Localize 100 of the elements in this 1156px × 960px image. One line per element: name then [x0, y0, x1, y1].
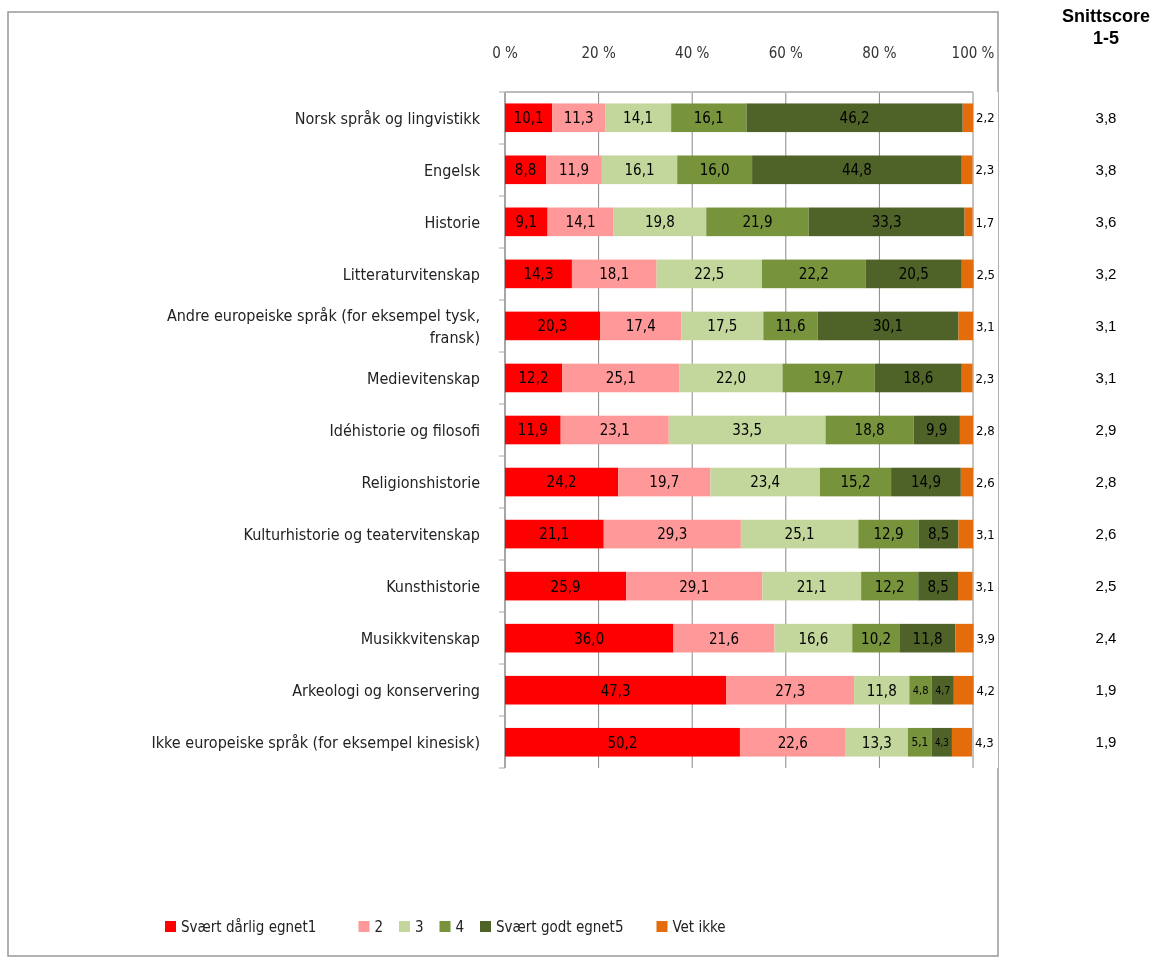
bar: [605, 103, 672, 133]
data-label: 23,1: [599, 421, 630, 440]
data-label: 44,8: [841, 161, 872, 180]
bar: [681, 311, 764, 341]
legend-label: Svært dårlig egnet1: [181, 918, 317, 936]
bar: [931, 675, 954, 705]
data-label: 13,3: [861, 733, 892, 752]
data-label: 14,3: [523, 265, 554, 284]
bar: [845, 727, 908, 757]
bar: [958, 311, 973, 341]
data-label: 3,1: [976, 318, 995, 334]
bar: [505, 727, 740, 757]
data-label: 22,2: [798, 265, 829, 284]
bar: [782, 363, 875, 393]
data-label: 17,5: [707, 317, 738, 336]
data-label: 22,6: [777, 733, 808, 752]
data-label: 9,1: [515, 213, 538, 232]
bar: [505, 623, 674, 653]
data-label: 33,3: [871, 213, 902, 232]
data-label: 25,1: [784, 525, 815, 544]
data-label: 14,1: [623, 109, 654, 128]
y-tick-label: Norsk språk og lingvistikk: [294, 108, 481, 128]
data-label: 11,8: [866, 681, 897, 700]
y-tick-label: Musikkvitenskap: [360, 629, 480, 649]
data-label: 8,5: [927, 577, 949, 596]
x-tick-label: 60 %: [768, 44, 804, 62]
bar: [552, 103, 606, 133]
bar: [505, 675, 727, 705]
legend-label: Vet ikke: [672, 918, 726, 936]
bar: [961, 259, 974, 289]
data-label: 19,7: [813, 369, 844, 388]
data-label: 25,9: [550, 577, 581, 596]
bar: [546, 155, 602, 185]
data-label: 11,9: [559, 161, 590, 180]
data-label: 17,4: [625, 317, 656, 336]
data-label: 20,3: [537, 317, 568, 336]
bar: [961, 363, 973, 393]
data-label: 4,2: [976, 682, 996, 698]
data-label: 24,2: [546, 473, 577, 492]
data-label: 4,3: [975, 734, 994, 750]
data-label: 18,6: [903, 369, 934, 388]
legend-label: 4: [455, 918, 465, 936]
bar: [600, 311, 682, 341]
data-label: 10,2: [861, 629, 892, 648]
data-label: 46,2: [839, 109, 870, 128]
bar: [960, 467, 973, 497]
bar: [571, 259, 657, 289]
data-label: 19,8: [644, 213, 675, 232]
data-label: 4,3: [934, 736, 949, 748]
text: 3,8: [1095, 109, 1117, 126]
legend-label: 2: [374, 918, 384, 936]
data-label: 5,1: [911, 735, 929, 750]
data-label: 30,1: [873, 317, 904, 336]
data-label: 18,1: [599, 265, 630, 284]
y-tick-label: Arkeologi og konservering: [292, 681, 480, 701]
text: 3,6: [1095, 213, 1117, 230]
bar: [854, 675, 910, 705]
data-label: 36,0: [574, 629, 605, 648]
data-label: 11,8: [912, 629, 943, 648]
y-tick-label: Ikke europeiske språk (for eksempel kinesisk): [151, 733, 480, 753]
data-label: 16,6: [798, 629, 829, 648]
text: 2,8: [1095, 473, 1117, 490]
text: 2,9: [1095, 421, 1117, 438]
y-tick-label: Kulturhistorie og teatervitenskap: [243, 525, 480, 545]
legend-label: Svært godt egnet5: [496, 918, 624, 936]
data-label: 2,2: [976, 110, 995, 126]
bar: [560, 415, 669, 445]
data-label: 3,1: [976, 526, 995, 542]
x-tick-label: 20 %: [581, 44, 616, 62]
bar: [958, 571, 973, 601]
data-label: 10,1: [513, 109, 544, 128]
text: 3,1: [1095, 317, 1117, 334]
bar: [668, 415, 826, 445]
x-tick-label: 100 %: [951, 44, 995, 62]
bar: [739, 727, 846, 757]
y-tick-label: Medievitenskap: [367, 368, 480, 388]
data-label: 16,1: [624, 161, 655, 180]
bar: [865, 259, 962, 289]
data-label: 2,6: [976, 474, 995, 490]
data-label: 4,7: [935, 684, 951, 698]
data-label: 9,9: [926, 421, 948, 440]
bar: [626, 571, 763, 601]
data-label: 18,8: [854, 421, 885, 440]
y-tick-label: Kunsthistorie: [386, 577, 481, 597]
data-label: 22,0: [716, 369, 747, 388]
bar: [671, 103, 747, 133]
data-label: 27,3: [775, 681, 806, 700]
data-label: 3,1: [975, 578, 995, 594]
bar: [819, 467, 892, 497]
data-label: 21,6: [709, 629, 740, 648]
data-label: 11,3: [563, 109, 594, 128]
data-label: 21,1: [796, 577, 827, 596]
y-tick-label: Historie: [424, 212, 481, 232]
bar: [673, 623, 775, 653]
bar: [964, 207, 973, 237]
data-label: 14,9: [910, 473, 941, 492]
text: 2,5: [1095, 577, 1117, 594]
bar: [601, 155, 678, 185]
data-label: 3,9: [976, 630, 996, 646]
data-label: 16,0: [699, 161, 730, 180]
